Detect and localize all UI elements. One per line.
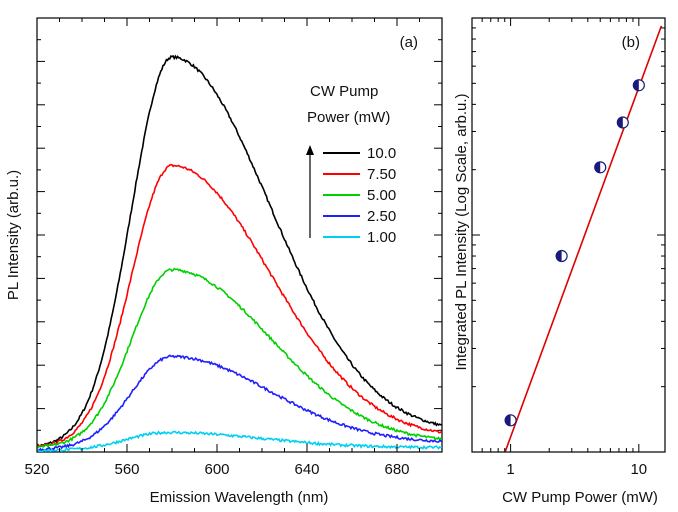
panel-a-series-group bbox=[37, 54, 442, 452]
panel-a-legend: CW Pump Power (mW) 10.0 7.50 5.00 2.50 1.00 bbox=[306, 83, 396, 246]
panel-a-label: (a) bbox=[400, 34, 418, 51]
spectrum-line-5.00 bbox=[37, 267, 442, 449]
data-point bbox=[594, 161, 607, 174]
panel-b-x-axis-title: CW Pump Power (mW) bbox=[502, 489, 658, 506]
legend-items: 10.0 7.50 5.00 2.50 1.00 bbox=[323, 145, 396, 246]
x-tick-label: 10 bbox=[630, 461, 647, 478]
spectrum-line-10.0 bbox=[37, 54, 442, 448]
panel-a: 520 560 600 640 680 (a) Emission Wavelength … bbox=[5, 17, 443, 506]
x-tick-label: 520 bbox=[24, 461, 49, 478]
legend-label-10.0: 10.0 bbox=[367, 145, 396, 162]
panel-b-y-ticks bbox=[472, 17, 665, 453]
x-tick-label: 600 bbox=[204, 461, 229, 478]
panel-a-y-ticks bbox=[37, 39, 442, 431]
legend-label-7.50: 7.50 bbox=[367, 166, 396, 183]
panel-b: 1 10 (b) CW Pump Power (mW) Integrated PL… bbox=[453, 17, 666, 506]
panel-a-x-axis-title: Emission Wavelength (nm) bbox=[150, 489, 329, 506]
x-tick-label: 1 bbox=[506, 461, 514, 478]
data-point bbox=[632, 79, 645, 92]
panel-a-y-axis-title: PL Intensity (arb.u.) bbox=[5, 170, 22, 300]
legend-label-1.00: 1.00 bbox=[367, 229, 396, 246]
panel-b-plot-group bbox=[504, 25, 663, 452]
legend-increase-arrow-head bbox=[306, 145, 314, 155]
spectrum-line-2.50 bbox=[37, 354, 442, 452]
legend-label-5.00: 5.00 bbox=[367, 187, 396, 204]
linear-fit-line bbox=[504, 25, 663, 452]
x-tick-label: 560 bbox=[114, 461, 139, 478]
panel-b-x-ticks: 1 10 bbox=[471, 18, 647, 478]
panel-b-label: (b) bbox=[622, 34, 640, 51]
data-point bbox=[616, 116, 629, 129]
panel-a-x-ticks: 520 560 600 640 680 bbox=[24, 18, 443, 478]
legend-label-2.50: 2.50 bbox=[367, 208, 396, 225]
x-tick-label: 680 bbox=[384, 461, 409, 478]
legend-title-line-2: Power (mW) bbox=[307, 109, 390, 126]
data-point bbox=[504, 414, 517, 427]
legend-title-line-1: CW Pump bbox=[310, 83, 378, 100]
panel-b-y-axis-title: Integrated PL Intensity (Log Scale, arb.… bbox=[453, 93, 470, 370]
spectrum-line-1.00 bbox=[37, 430, 442, 452]
spectrum-line-7.50 bbox=[37, 163, 442, 448]
data-point bbox=[555, 249, 568, 263]
x-tick-label: 640 bbox=[294, 461, 319, 478]
